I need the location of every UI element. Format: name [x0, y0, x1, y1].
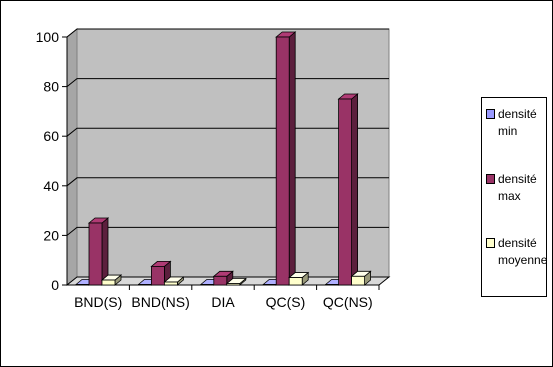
y-tick-label: 40: [43, 178, 59, 194]
side-wall: [66, 27, 78, 287]
y-tick-label: 100: [36, 29, 60, 45]
x-tick-label: BND(NS): [131, 294, 189, 310]
y-tick-label: 0: [51, 277, 59, 293]
bar-front: [226, 283, 241, 286]
legend-label-max: densité max: [498, 172, 537, 203]
bar: [225, 277, 247, 286]
bar-front: [213, 275, 228, 286]
bar: [337, 93, 359, 286]
bar: [100, 274, 123, 286]
bar-front: [137, 284, 152, 286]
y-tick-labels: 0 20 40 60 80 100: [36, 29, 60, 293]
bar-front: [262, 284, 277, 286]
legend: densité min densité max densité moyenne: [481, 97, 547, 297]
bar: [288, 271, 310, 286]
bar-front: [338, 98, 353, 286]
bar-front: [275, 36, 290, 286]
x-tick-label: DIA: [211, 294, 235, 310]
bar-front: [351, 275, 366, 286]
bar-front: [88, 222, 103, 286]
legend-swatch-moyenne: [486, 238, 495, 248]
x-tick-label: QC(S): [266, 294, 306, 310]
bar-front: [150, 265, 165, 286]
bar: [275, 31, 297, 286]
bar-side: [101, 217, 109, 286]
y-tick-label: 60: [43, 128, 59, 144]
bar: [350, 270, 372, 286]
bar-front: [200, 284, 215, 286]
legend-label-min: densité min: [498, 107, 537, 138]
bar-front: [325, 284, 340, 286]
legend-swatch-min: [486, 109, 495, 119]
bar-side: [351, 93, 359, 286]
y-tick-label: 20: [43, 227, 59, 243]
bars: [74, 31, 372, 286]
bar-front: [288, 277, 303, 286]
bar-front: [101, 279, 116, 286]
gridline: [66, 28, 389, 38]
legend-label-moyenne: densité moyenne: [498, 236, 548, 267]
x-tick-labels: BND(S) BND(NS) DIA QC(S) QC(NS): [74, 294, 373, 310]
bar-front: [75, 284, 90, 286]
y-tick-label: 80: [43, 79, 59, 95]
bar: [163, 276, 185, 286]
bar: [212, 270, 234, 286]
x-tick-label: QC(NS): [323, 294, 373, 310]
x-tick-label: BND(S): [74, 294, 122, 310]
bar: [87, 217, 110, 286]
bar-side: [288, 31, 296, 286]
bar-front: [163, 281, 178, 286]
legend-swatch-max: [486, 174, 495, 184]
